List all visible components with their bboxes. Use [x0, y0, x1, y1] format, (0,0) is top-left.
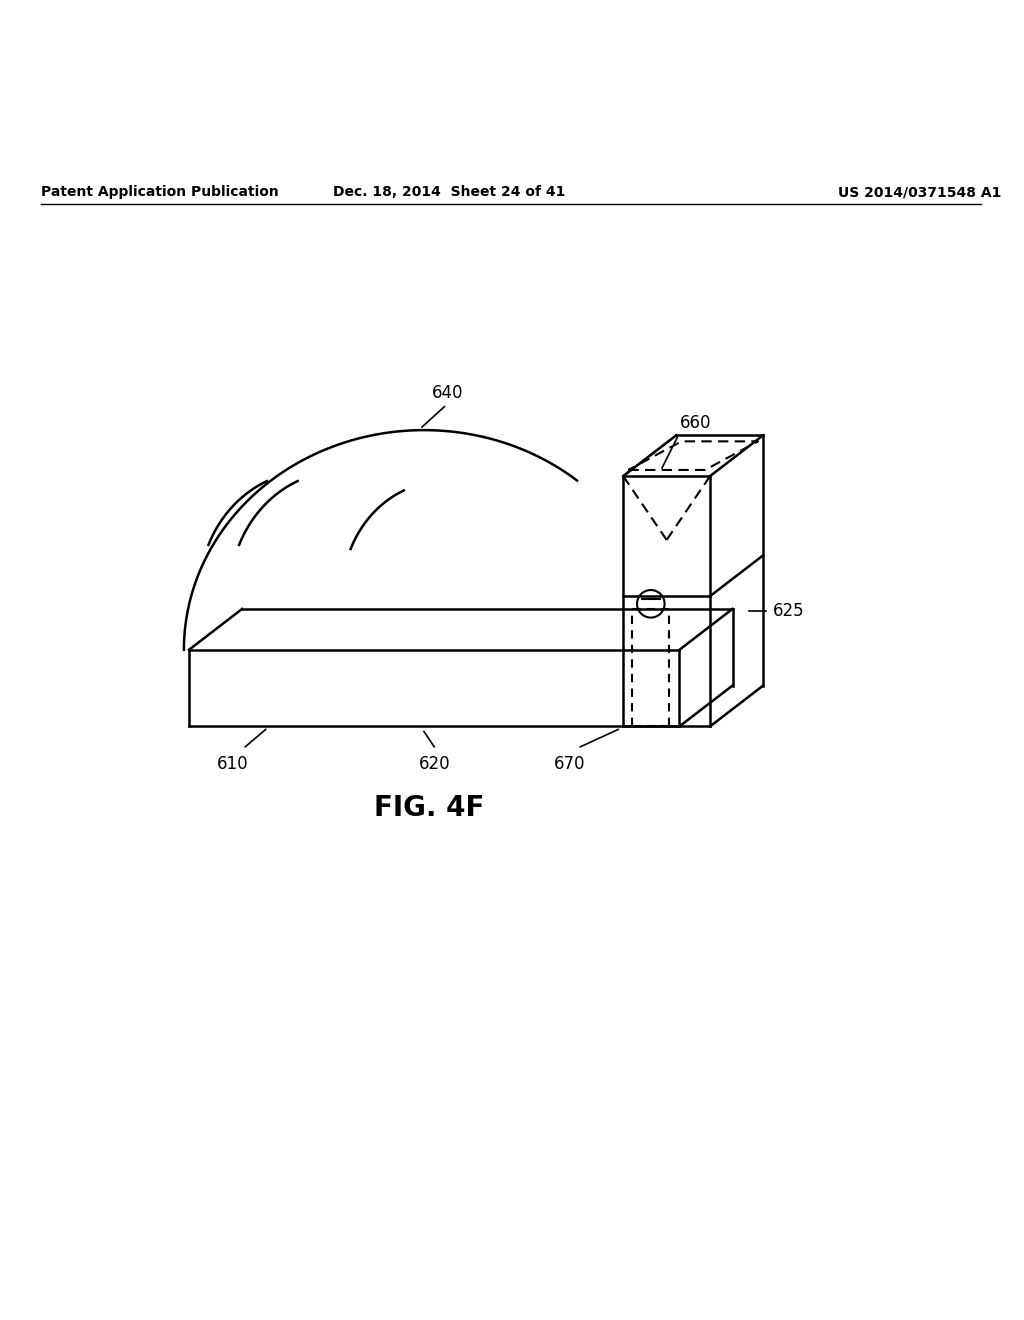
Text: 610: 610: [217, 755, 249, 774]
Text: US 2014/0371548 A1: US 2014/0371548 A1: [838, 185, 1001, 199]
Text: Patent Application Publication: Patent Application Publication: [41, 185, 279, 199]
Text: 640: 640: [432, 384, 463, 401]
Text: 670: 670: [554, 755, 586, 774]
Text: Dec. 18, 2014  Sheet 24 of 41: Dec. 18, 2014 Sheet 24 of 41: [334, 185, 565, 199]
Text: FIG. 4F: FIG. 4F: [374, 795, 484, 822]
Text: 620: 620: [419, 755, 450, 774]
Text: 625: 625: [772, 602, 804, 620]
Text: 660: 660: [679, 414, 711, 432]
